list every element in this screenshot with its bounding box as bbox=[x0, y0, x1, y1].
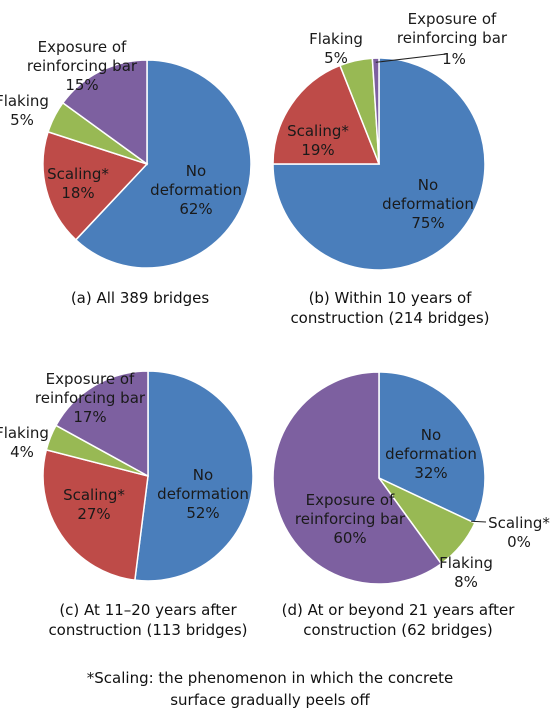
slice-value-exposure: 15% bbox=[65, 76, 98, 94]
slice-label-flaking: Flaking bbox=[439, 554, 493, 572]
slice-value-exposure: 1% bbox=[442, 50, 466, 68]
slice-value-flaking: 5% bbox=[10, 111, 34, 129]
slice-name-line: No bbox=[186, 162, 206, 180]
slice-name-line: No bbox=[193, 466, 213, 484]
pie-slice-no-deformation bbox=[74, 59, 252, 269]
pie-slice-no-deformation bbox=[134, 370, 254, 582]
chart-caption-a: (a) All 389 bridges bbox=[71, 289, 210, 307]
slice-label-exposure: Exposure of reinforcing bar bbox=[295, 491, 406, 528]
slice-label-no-deformation: No deformation bbox=[382, 176, 474, 213]
slice-name-line: reinforcing bar bbox=[35, 389, 146, 407]
slice-name-line: Scaling* bbox=[287, 122, 349, 140]
slice-name-line: Scaling* bbox=[488, 514, 550, 532]
slice-name-line: Exposure of bbox=[38, 38, 127, 56]
slice-value-exposure: 17% bbox=[73, 408, 106, 426]
slice-name-line: Flaking bbox=[309, 30, 363, 48]
slice-label-flaking: Flaking bbox=[309, 30, 363, 48]
slice-name-line: deformation bbox=[157, 485, 249, 503]
slice-name-line: Flaking bbox=[439, 554, 493, 572]
slice-label-exposure: Exposure of reinforcing bar bbox=[397, 10, 508, 47]
slice-name-line: Exposure of bbox=[46, 370, 135, 388]
slice-name-line: No bbox=[421, 426, 441, 444]
caption-line: construction (214 bridges) bbox=[290, 309, 489, 327]
pie-slice-exposure bbox=[272, 371, 443, 585]
slice-label-no-deformation: No deformation bbox=[157, 466, 249, 503]
slice-name-line: Exposure of bbox=[408, 10, 497, 28]
pie-slice-scaling bbox=[42, 448, 149, 582]
caption-line: construction (113 bridges) bbox=[48, 621, 247, 639]
slice-value-scaling: 27% bbox=[77, 505, 110, 523]
slice-label-scaling: Scaling* bbox=[488, 514, 550, 532]
slice-label-exposure: Exposure of reinforcing bar bbox=[27, 38, 138, 75]
slice-value-no-deformation: 62% bbox=[179, 200, 212, 218]
slice-name-line: No bbox=[418, 176, 438, 194]
pie-slice-scaling bbox=[42, 130, 149, 241]
slice-name-line: Scaling* bbox=[63, 486, 125, 504]
caption-line: (a) All 389 bridges bbox=[71, 289, 210, 307]
slice-name-line: Scaling* bbox=[47, 165, 109, 183]
pie-slice-exposure bbox=[61, 59, 148, 166]
chart-caption-b: (b) Within 10 years of construction (214 … bbox=[290, 289, 489, 327]
leader-line-scaling bbox=[471, 520, 487, 523]
slice-name-line: Flaking bbox=[0, 424, 49, 442]
slice-label-scaling: Scaling* bbox=[47, 165, 109, 183]
slice-name-line: reinforcing bar bbox=[27, 57, 138, 75]
slice-label-scaling: Scaling* bbox=[287, 122, 349, 140]
slice-value-scaling: 0% bbox=[507, 533, 531, 551]
slice-value-no-deformation: 32% bbox=[414, 464, 447, 482]
pie-slice-no-deformation bbox=[378, 371, 486, 525]
slice-label-no-deformation: No deformation bbox=[150, 162, 242, 199]
slice-name-line: Exposure of bbox=[306, 491, 395, 509]
slice-value-exposure: 60% bbox=[333, 529, 366, 547]
pie-slice-scaling bbox=[272, 64, 381, 165]
leader-line-exposure bbox=[375, 53, 447, 63]
pie-slice-no-deformation bbox=[272, 57, 486, 271]
slice-label-flaking: Flaking bbox=[0, 424, 49, 442]
slice-value-no-deformation: 52% bbox=[186, 504, 219, 522]
footnote-line-2: surface gradually peels off bbox=[170, 691, 370, 709]
caption-line: (b) Within 10 years of bbox=[309, 289, 473, 307]
caption-line: construction (62 bridges) bbox=[303, 621, 493, 639]
pie-slice-exposure bbox=[371, 57, 380, 165]
slice-value-flaking: 4% bbox=[10, 443, 34, 461]
caption-line: (c) At 11–20 years after bbox=[59, 601, 237, 619]
slice-name-line: deformation bbox=[382, 195, 474, 213]
caption-line: (d) At or beyond 21 years after bbox=[282, 601, 516, 619]
slice-value-flaking: 5% bbox=[324, 49, 348, 67]
slice-value-scaling: 18% bbox=[61, 184, 94, 202]
slice-label-exposure: Exposure of reinforcing bar bbox=[35, 370, 146, 407]
slice-name-line: Flaking bbox=[0, 92, 49, 110]
slice-name-line: deformation bbox=[385, 445, 477, 463]
slice-value-scaling: 19% bbox=[301, 141, 334, 159]
slice-name-line: reinforcing bar bbox=[295, 510, 406, 528]
charts-layer: No deformation62%Scaling*18%Flaking5%Expo… bbox=[0, 10, 550, 639]
slice-label-no-deformation: No deformation bbox=[385, 426, 477, 463]
chart-caption-d: (d) At or beyond 21 years after construct… bbox=[282, 601, 516, 639]
slice-label-flaking: Flaking bbox=[0, 92, 49, 110]
slice-value-flaking: 8% bbox=[454, 573, 478, 591]
slice-name-line: deformation bbox=[150, 181, 242, 199]
footnote-line-1: *Scaling: the phenomenon in which the co… bbox=[87, 669, 453, 687]
footnote: *Scaling: the phenomenon in which the co… bbox=[87, 669, 453, 709]
pie-slice-exposure bbox=[54, 370, 149, 478]
slice-label-scaling: Scaling* bbox=[63, 486, 125, 504]
slice-value-no-deformation: 75% bbox=[411, 214, 444, 232]
slice-name-line: reinforcing bar bbox=[397, 29, 508, 47]
chart-caption-c: (c) At 11–20 years after construction (11… bbox=[48, 601, 247, 639]
